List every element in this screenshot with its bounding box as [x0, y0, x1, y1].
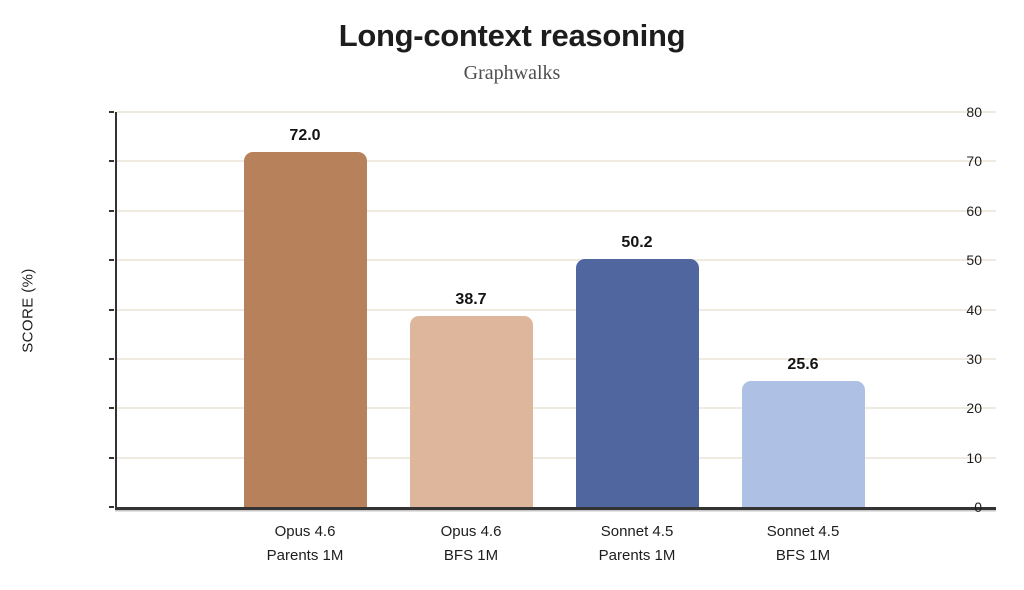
x-category-label-line: Opus 4.6 — [274, 523, 336, 540]
y-tick — [109, 456, 114, 459]
y-tick — [109, 357, 114, 360]
y-axis-line — [114, 112, 117, 507]
y-tick-label: 10 — [966, 449, 982, 466]
bar-value-label: 25.6 — [787, 355, 819, 373]
y-tick — [109, 209, 114, 212]
gridline — [117, 160, 996, 163]
x-category-label-line: Sonnet 4.5 — [600, 523, 674, 540]
y-tick — [109, 506, 114, 508]
y-tick — [109, 407, 114, 410]
gridline — [117, 308, 996, 311]
y-tick-label: 30 — [966, 350, 982, 367]
chart-title: Long-context reasoning — [338, 18, 686, 53]
gridline — [117, 111, 996, 113]
x-axis-line — [114, 507, 996, 510]
bar — [243, 151, 367, 507]
x-category-label: Opus 4.6 BFS 1M — [381, 520, 561, 568]
x-category-label: Sonnet 4.5 BFS 1M — [713, 520, 893, 568]
y-tick-label: 50 — [966, 252, 982, 269]
bar — [741, 380, 865, 507]
gridline — [117, 259, 996, 262]
gridline — [117, 209, 996, 212]
y-tick-label: 40 — [966, 301, 982, 318]
y-tick-label: 0 — [974, 499, 982, 515]
chart-subtitle: Graphwalks — [463, 62, 561, 84]
bar — [575, 259, 699, 507]
bar-value-label: 72.0 — [289, 126, 321, 144]
gridline — [117, 407, 996, 410]
y-tick — [109, 160, 114, 163]
x-category-label: Sonnet 4.5 Parents 1M — [547, 520, 727, 568]
y-tick-label: 70 — [966, 153, 982, 170]
x-category-label-line: Opus 4.6 — [440, 523, 502, 540]
plot-area: 0 10 20 30 40 50 60 70 80 72.0 Opus 4.6 Parents 1M 3… — [109, 105, 996, 564]
y-axis-label: SCORE (%) — [19, 268, 37, 353]
x-category-label-line: BFS 1M — [443, 547, 499, 564]
bar — [409, 315, 533, 507]
y-tick — [109, 111, 114, 113]
y-tick-label: 20 — [966, 400, 982, 417]
gridline — [117, 357, 996, 360]
x-category-label: Opus 4.6 Parents 1M — [215, 520, 395, 568]
x-category-label-line: BFS 1M — [775, 547, 831, 564]
y-tick — [109, 308, 114, 311]
y-tick — [109, 259, 114, 262]
x-category-label-line: Sonnet 4.5 — [766, 523, 840, 540]
gridline — [117, 456, 996, 459]
bar-value-label: 50.2 — [621, 234, 653, 252]
y-tick-label: 60 — [966, 202, 982, 219]
bar-value-label: 38.7 — [455, 290, 487, 308]
x-category-label-line: Parents 1M — [598, 547, 676, 564]
x-category-label-line: Parents 1M — [266, 547, 344, 564]
y-tick-label: 80 — [966, 104, 982, 120]
